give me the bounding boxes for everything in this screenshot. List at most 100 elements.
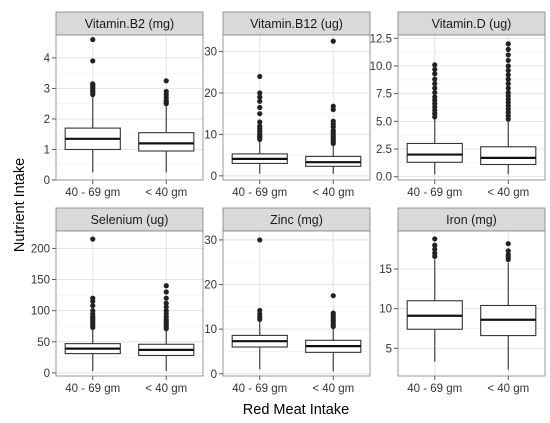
outlier-point xyxy=(163,304,169,310)
outlier-point xyxy=(330,118,336,124)
outlier-point xyxy=(330,293,336,299)
outlier-point xyxy=(330,103,336,109)
outlier-point xyxy=(432,76,438,82)
y-tick-label: 10 xyxy=(204,324,217,336)
x-tick-label: < 40 gm xyxy=(145,383,187,395)
outlier-point xyxy=(257,104,263,111)
box-low-red-meat xyxy=(138,78,195,173)
y-tick-label: 5.0 xyxy=(376,116,392,128)
outlier-point xyxy=(432,236,438,242)
outlier-point xyxy=(163,295,169,301)
outlier-point xyxy=(432,66,438,72)
outlier-point xyxy=(432,94,438,100)
y-tick-label: 0 xyxy=(211,369,217,381)
y-tick-label: 0.0 xyxy=(376,172,392,184)
y-tick-label: 4 xyxy=(44,53,51,65)
outlier-point xyxy=(505,52,511,58)
x-tick-label: < 40 gm xyxy=(487,383,529,395)
panel-background xyxy=(223,231,370,376)
outlier-point xyxy=(505,89,511,96)
box-iqr xyxy=(138,132,195,152)
x-tick-label: 40 - 69 gm xyxy=(407,187,462,199)
outlier-point xyxy=(432,89,438,96)
panel-border xyxy=(222,34,371,181)
x-tick-label: 40 - 69 gm xyxy=(232,383,287,395)
panel-border xyxy=(55,34,204,181)
x-tick-label: 40 - 69 gm xyxy=(65,383,120,395)
box-high-red-meat xyxy=(406,62,463,175)
outlier-point xyxy=(432,250,438,256)
y-tick-label: 15 xyxy=(379,264,392,276)
outlier-point xyxy=(505,72,511,78)
strip-title: Selenium (ug) xyxy=(91,213,169,227)
outlier-point xyxy=(505,63,511,69)
outlier-point xyxy=(257,119,263,125)
outlier-point xyxy=(257,111,263,117)
y-tick-label: 0 xyxy=(44,175,50,187)
outlier-point xyxy=(90,308,96,314)
y-tick-label: 20 xyxy=(204,88,217,100)
outlier-point xyxy=(257,307,263,314)
outlier-point xyxy=(505,241,511,247)
outlier-point xyxy=(257,123,263,129)
y-tick-label: 10 xyxy=(204,129,217,141)
x-tick-label: 40 - 69 gm xyxy=(407,383,462,395)
facet-panel: Vitamin.B2 (mg) 0 1 2 3 4 40 - 69 gm < 40 gm xyxy=(44,11,204,199)
y-tick-label: 20 xyxy=(204,280,217,292)
facet-panel: Vitamin.B12 (ug) 0 10 20 30 40 - 69 gm < 40 gm xyxy=(204,11,371,199)
outlier-point xyxy=(163,289,169,295)
outlier-point xyxy=(432,246,438,252)
x-tick-label: < 40 gm xyxy=(145,187,187,199)
x-axis-title: Red Meat Intake xyxy=(243,402,349,418)
x-tick-label: < 40 gm xyxy=(312,187,354,199)
outlier-point xyxy=(505,252,511,258)
strip-title: Vitamin.B12 (ug) xyxy=(250,17,343,31)
outlier-point xyxy=(163,300,169,306)
outlier-point xyxy=(257,94,263,100)
y-tick-label: 150 xyxy=(31,275,50,287)
outlier-point xyxy=(432,71,438,77)
box-low-red-meat xyxy=(480,241,537,370)
strip-title: Zinc (mg) xyxy=(270,213,323,227)
y-tick-label: 0 xyxy=(44,368,50,380)
y-tick-label: 0 xyxy=(211,171,217,183)
panel-border xyxy=(222,230,371,377)
outlier-point xyxy=(257,73,263,80)
y-tick-label: 100 xyxy=(31,306,50,318)
outlier-point xyxy=(163,88,169,95)
outlier-point xyxy=(330,38,336,44)
y-tick-label: 7.5 xyxy=(376,89,392,101)
outlier-point xyxy=(330,310,336,316)
facet-panel: Vitamin.D (ug) 0.0 2.5 5.0 7.5 10.0 12.5 40 - 6… xyxy=(370,11,546,199)
outlier-point xyxy=(432,85,438,91)
outlier-point xyxy=(505,41,511,47)
outlier-point xyxy=(257,311,263,317)
outlier-point xyxy=(257,237,263,243)
facet-panel: Zinc (mg) 0 10 20 30 40 - 69 gm < 40 gm xyxy=(204,207,371,395)
panel-border xyxy=(55,230,204,377)
outlier-point xyxy=(90,36,96,43)
y-tick-label: 3 xyxy=(44,83,50,95)
outlier-point xyxy=(163,283,169,289)
outlier-point xyxy=(257,90,263,96)
outlier-point xyxy=(505,67,511,74)
strip-title: Vitamin.D (ug) xyxy=(432,17,512,31)
box-low-red-meat xyxy=(480,41,537,175)
y-tick-label: 2.5 xyxy=(376,144,392,156)
outlier-point xyxy=(432,62,438,68)
strip-title: Vitamin.B2 (mg) xyxy=(85,17,174,31)
outlier-point xyxy=(163,308,169,314)
outlier-point xyxy=(90,236,96,242)
outlier-point xyxy=(505,81,511,87)
x-tick-label: < 40 gm xyxy=(487,187,529,199)
x-tick-label: 40 - 69 gm xyxy=(65,187,120,199)
panel-border xyxy=(397,230,546,377)
y-tick-label: 1 xyxy=(44,144,50,156)
outlier-point xyxy=(505,248,511,254)
outlier-point xyxy=(257,98,263,104)
outlier-point xyxy=(432,242,438,248)
y-tick-label: 5 xyxy=(386,343,392,355)
outlier-point xyxy=(432,81,438,87)
y-tick-label: 10 xyxy=(379,304,392,316)
outlier-point xyxy=(505,57,511,64)
